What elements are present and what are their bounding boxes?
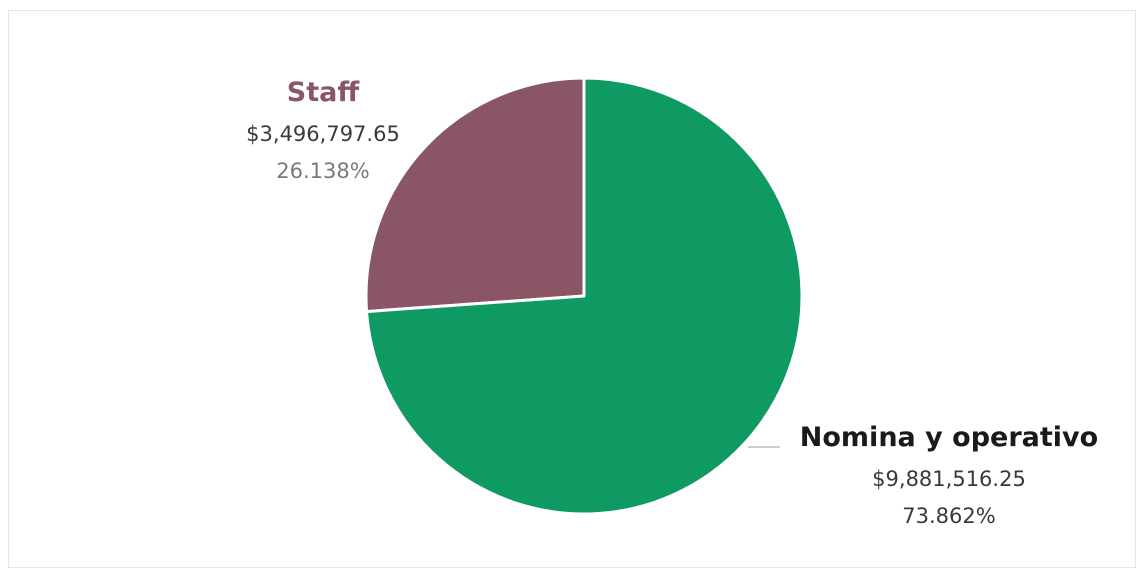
pie-slice-staff [364, 76, 586, 314]
staff-percent-label: 26.138% [276, 159, 369, 183]
pie-slices [364, 76, 804, 516]
pie-slice-nomina-y-operativo [365, 76, 804, 516]
nomina-label: Nomina y operativo [800, 422, 1098, 453]
nomina-value-label: $9,881,516.25 [872, 467, 1026, 491]
nomina-percent-label: 73.862% [902, 504, 995, 528]
staff-label: Staff [287, 77, 361, 108]
staff-value-label: $3,496,797.65 [246, 122, 400, 146]
